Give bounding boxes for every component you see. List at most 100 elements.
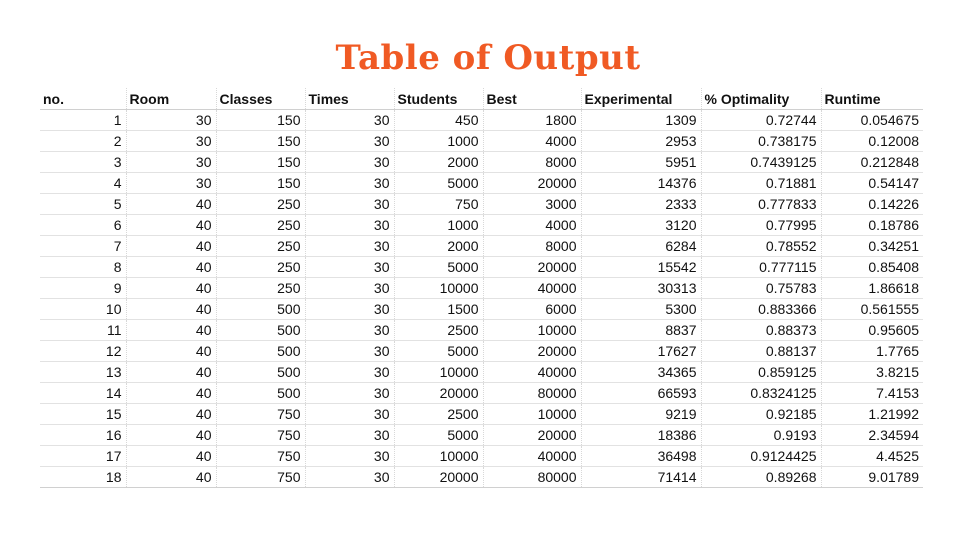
cell-best: 1800 (483, 109, 582, 131)
table-row: 12 40 500 30 5000 20000 17627 0.88137 1.7765 (40, 340, 923, 362)
cell-experimental: 3120 (581, 214, 702, 236)
table-row: 16 40 750 30 5000 20000 18386 0.9193 2.34594 (40, 424, 923, 446)
cell-room: 40 (126, 340, 217, 362)
cell-room: 30 (126, 130, 217, 152)
cell-students: 5000 (394, 172, 484, 194)
cell-runtime: 0.18786 (821, 214, 923, 236)
cell-room: 40 (126, 319, 217, 341)
cell-runtime: 2.34594 (821, 424, 923, 446)
cell-times: 30 (305, 277, 395, 299)
cell-optimality: 0.777833 (701, 193, 822, 215)
cell-room: 40 (126, 403, 217, 425)
cell-best: 20000 (483, 172, 582, 194)
cell-classes: 150 (216, 130, 306, 152)
cell-no: 7 (40, 235, 127, 257)
cell-runtime: 0.54147 (821, 172, 923, 194)
cell-optimality: 0.883366 (701, 298, 822, 320)
cell-students: 2000 (394, 151, 484, 173)
cell-times: 30 (305, 361, 395, 383)
cell-no: 2 (40, 130, 127, 152)
cell-no: 5 (40, 193, 127, 215)
cell-times: 30 (305, 382, 395, 404)
cell-best: 40000 (483, 277, 582, 299)
cell-best: 40000 (483, 361, 582, 383)
cell-optimality: 0.88373 (701, 319, 822, 341)
cell-no: 8 (40, 256, 127, 278)
table-row: 10 40 500 30 1500 6000 5300 0.883366 0.561555 (40, 298, 923, 320)
cell-room: 30 (126, 151, 217, 173)
cell-students: 10000 (394, 445, 484, 467)
cell-room: 40 (126, 445, 217, 467)
cell-classes: 750 (216, 424, 306, 446)
cell-runtime: 4.4525 (821, 445, 923, 467)
cell-experimental: 5951 (581, 151, 702, 173)
cell-optimality: 0.7439125 (701, 151, 822, 173)
page-title: Table of Output (335, 38, 641, 78)
table-row: 7 40 250 30 2000 8000 6284 0.78552 0.34251 (40, 235, 923, 257)
cell-classes: 750 (216, 445, 306, 467)
cell-times: 30 (305, 298, 395, 320)
cell-optimality: 0.88137 (701, 340, 822, 362)
cell-no: 15 (40, 403, 127, 425)
cell-best: 4000 (483, 214, 582, 236)
table-body: 1 30 150 30 450 1800 1309 0.72744 0.054675 2 30 150… (40, 109, 923, 488)
cell-runtime: 9.01789 (821, 466, 923, 488)
cell-students: 10000 (394, 361, 484, 383)
header-row: no. Room Classes Times Students Best Exp… (40, 88, 923, 110)
cell-times: 30 (305, 235, 395, 257)
table-row: 8 40 250 30 5000 20000 15542 0.777115 0.85408 (40, 256, 923, 278)
cell-classes: 500 (216, 319, 306, 341)
table-row: 6 40 250 30 1000 4000 3120 0.77995 0.18786 (40, 214, 923, 236)
cell-no: 9 (40, 277, 127, 299)
cell-optimality: 0.71881 (701, 172, 822, 194)
cell-classes: 250 (216, 235, 306, 257)
table-row: 2 30 150 30 1000 4000 2953 0.738175 0.12008 (40, 130, 923, 152)
cell-runtime: 1.86618 (821, 277, 923, 299)
cell-runtime: 0.212848 (821, 151, 923, 173)
cell-runtime: 0.12008 (821, 130, 923, 152)
cell-students: 10000 (394, 277, 484, 299)
cell-experimental: 1309 (581, 109, 702, 131)
cell-best: 80000 (483, 466, 582, 488)
cell-runtime: 0.054675 (821, 109, 923, 131)
cell-optimality: 0.78552 (701, 235, 822, 257)
cell-classes: 250 (216, 193, 306, 215)
cell-times: 30 (305, 466, 395, 488)
cell-experimental: 34365 (581, 361, 702, 383)
table-header: no. Room Classes Times Students Best Exp… (40, 88, 923, 110)
cell-times: 30 (305, 214, 395, 236)
cell-experimental: 5300 (581, 298, 702, 320)
cell-optimality: 0.72744 (701, 109, 822, 131)
cell-no: 16 (40, 424, 127, 446)
table-row: 17 40 750 30 10000 40000 36498 0.9124425 4.4525 (40, 445, 923, 467)
cell-optimality: 0.89268 (701, 466, 822, 488)
cell-students: 2500 (394, 403, 484, 425)
cell-experimental: 8837 (581, 319, 702, 341)
cell-room: 30 (126, 109, 217, 131)
cell-optimality: 0.8324125 (701, 382, 822, 404)
table-row: 13 40 500 30 10000 40000 34365 0.859125 3.8215 (40, 361, 923, 383)
cell-classes: 500 (216, 298, 306, 320)
cell-runtime: 1.7765 (821, 340, 923, 362)
cell-times: 30 (305, 424, 395, 446)
table-row: 9 40 250 30 10000 40000 30313 0.75783 1.86618 (40, 277, 923, 299)
cell-experimental: 15542 (581, 256, 702, 278)
cell-best: 3000 (483, 193, 582, 215)
cell-times: 30 (305, 130, 395, 152)
cell-room: 40 (126, 277, 217, 299)
cell-no: 14 (40, 382, 127, 404)
cell-runtime: 0.34251 (821, 235, 923, 257)
cell-classes: 500 (216, 382, 306, 404)
cell-best: 6000 (483, 298, 582, 320)
cell-times: 30 (305, 403, 395, 425)
cell-classes: 250 (216, 277, 306, 299)
cell-no: 12 (40, 340, 127, 362)
header-optimality: % Optimality (701, 88, 822, 110)
cell-students: 5000 (394, 256, 484, 278)
cell-runtime: 0.95605 (821, 319, 923, 341)
cell-optimality: 0.9193 (701, 424, 822, 446)
cell-times: 30 (305, 256, 395, 278)
cell-students: 1500 (394, 298, 484, 320)
cell-classes: 150 (216, 109, 306, 131)
cell-room: 40 (126, 424, 217, 446)
